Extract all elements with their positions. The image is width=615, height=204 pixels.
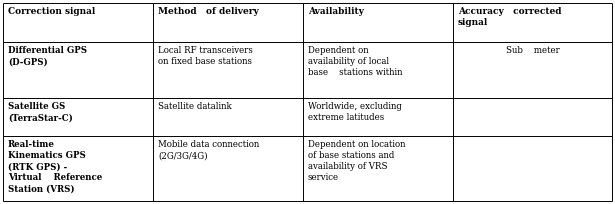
Text: Satellite GS
(TerraStar-C): Satellite GS (TerraStar-C) [8, 102, 73, 122]
Text: Dependent on
availability of local
base    stations within: Dependent on availability of local base … [308, 46, 402, 77]
Text: Accuracy   corrected
signal: Accuracy corrected signal [458, 7, 561, 27]
Text: Sub    meter: Sub meter [506, 46, 560, 55]
Text: Method   of delivery: Method of delivery [158, 7, 259, 16]
Text: Mobile data connection
(2G/3G/4G): Mobile data connection (2G/3G/4G) [158, 140, 260, 160]
Text: Satellite datalink: Satellite datalink [158, 102, 232, 111]
Text: Real-time
Kinematics GPS
(RTK GPS) -
Virtual    Reference
Station (VRS): Real-time Kinematics GPS (RTK GPS) - Vir… [8, 140, 102, 193]
Text: Differential GPS
(D-GPS): Differential GPS (D-GPS) [8, 46, 87, 66]
Text: Local RF transceivers
on fixed base stations: Local RF transceivers on fixed base stat… [158, 46, 253, 66]
Text: Correction signal: Correction signal [8, 7, 95, 16]
Text: Worldwide, excluding
extreme latitudes: Worldwide, excluding extreme latitudes [308, 102, 402, 122]
Text: Dependent on location
of base stations and
availability of VRS
service: Dependent on location of base stations a… [308, 140, 405, 182]
Text: Availability: Availability [308, 7, 364, 16]
